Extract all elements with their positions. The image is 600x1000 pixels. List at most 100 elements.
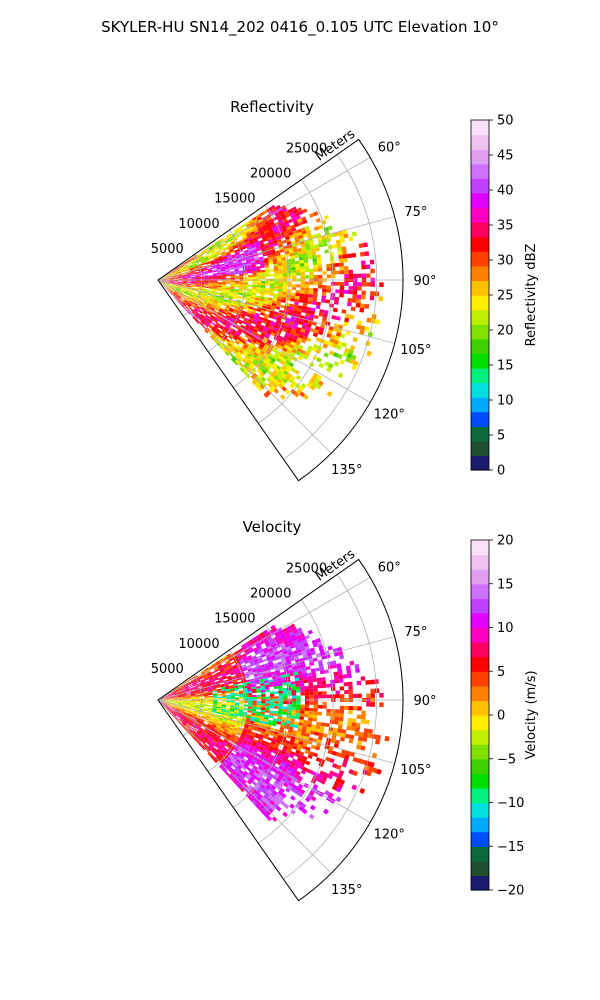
colorbar-tick-label: 30 — [497, 254, 514, 269]
angular-tick-label: 60° — [378, 561, 401, 576]
radial-gridline — [283, 154, 378, 460]
radial-tick-label: 25000 — [286, 562, 327, 577]
angular-gridline — [157, 279, 395, 344]
radial-gridline — [258, 599, 334, 844]
angular-gridline — [157, 577, 371, 701]
colorbar-tick-label: 5 — [497, 665, 505, 680]
angular-tick-label: 105° — [400, 763, 431, 778]
colorbar-swatch — [471, 265, 489, 282]
angular-tick-label: 120° — [374, 408, 405, 423]
colorbar-swatch — [471, 149, 489, 165]
colorbar-tick-label: −20 — [497, 884, 524, 899]
colorbar-tick-label: 40 — [497, 184, 514, 199]
velocity-panel: Velocity 5000 10000 15000 20000 25000 60° 75° 90… — [151, 518, 539, 902]
radial-tick-label: 5000 — [151, 662, 184, 677]
angular-tick-label: 75° — [404, 625, 427, 640]
colorbar-swatch — [471, 236, 489, 252]
radial-tick-label: 15000 — [214, 612, 255, 627]
colorbar-swatch — [471, 875, 489, 891]
colorbar-swatch — [471, 353, 489, 369]
colorbar-tick-label: 45 — [497, 149, 514, 164]
radial-gridline — [233, 204, 290, 388]
colorbar-swatch — [471, 831, 489, 847]
colorbar-swatch — [471, 251, 489, 267]
colorbar-tick-label: 5 — [497, 429, 505, 444]
colorbar-tick-label: −15 — [497, 840, 524, 855]
colorbar-swatch — [471, 656, 489, 672]
angular-tick-label: 135° — [331, 883, 362, 898]
colorbar-swatch — [471, 758, 489, 774]
colorbar-swatch — [471, 163, 489, 179]
radial-tick-label: 10000 — [178, 637, 219, 652]
colorbar-swatch — [471, 802, 489, 818]
radial-tick-label: 25000 — [286, 142, 327, 157]
colorbar-tick-label: 15 — [497, 577, 514, 592]
radial-gridline — [283, 574, 378, 880]
colorbar-tick-label: 0 — [497, 709, 505, 724]
figure-title: SKYLER-HU SN14_202 0416_0.105 UTC Elevat… — [101, 18, 499, 37]
radar-returns — [159, 623, 390, 822]
colorbar-swatch — [471, 715, 489, 731]
angular-gridline — [157, 216, 395, 281]
colorbar-swatch — [471, 569, 489, 585]
colorbar-tick-label: 0 — [497, 464, 505, 479]
colorbar-swatch — [471, 860, 489, 877]
colorbar-tick-label: 35 — [497, 219, 514, 234]
colorbar-swatch — [471, 540, 489, 556]
colorbar-swatch — [471, 671, 489, 687]
colorbar-tick-label: −10 — [497, 796, 524, 811]
colorbar-swatch — [471, 382, 489, 398]
colorbar-swatch — [471, 744, 489, 760]
colorbar-swatch — [471, 685, 489, 702]
colorbar-swatch — [471, 554, 489, 570]
colorbar-tick-label: 25 — [497, 289, 514, 304]
panel-title: Velocity — [243, 518, 302, 536]
colorbar-swatch — [471, 280, 489, 296]
colorbar-label: Reflectivity dBZ — [524, 244, 539, 347]
radial-tick-label: 20000 — [250, 587, 291, 602]
angular-tick-label: 135° — [331, 463, 362, 478]
colorbar-swatch — [471, 773, 489, 789]
colorbar-swatch — [471, 642, 489, 658]
colorbar-swatch — [471, 455, 489, 471]
radial-tick-label: 20000 — [250, 167, 291, 182]
radar-returns — [159, 204, 384, 401]
colorbar-swatch — [471, 440, 489, 457]
colorbar-swatch — [471, 612, 489, 629]
radial-gridline — [207, 649, 246, 773]
polar-frame — [157, 138, 404, 482]
radial-gridline — [233, 624, 290, 808]
colorbar-swatch — [471, 729, 489, 745]
radial-tick-label: 15000 — [214, 192, 255, 207]
radial-gridline — [258, 179, 334, 424]
colorbar-swatch — [471, 846, 489, 862]
colorbar-tick-label: 20 — [497, 534, 514, 549]
colorbar-swatch — [471, 426, 489, 442]
colorbar-swatch — [471, 411, 489, 427]
angular-tick-label: 90° — [413, 274, 436, 289]
colorbar-swatch — [471, 120, 489, 136]
colorbar-tick-label: 20 — [497, 324, 514, 339]
angular-gridline — [157, 279, 332, 454]
colorbar-swatch — [471, 627, 489, 643]
colorbar-swatch — [471, 134, 489, 150]
angular-tick-label: 90° — [413, 694, 436, 709]
colorbar-tick-label: 10 — [497, 621, 514, 636]
colorbar-swatch — [471, 397, 489, 413]
radial-tick-label: 10000 — [178, 217, 219, 232]
colorbar-tick-label: 15 — [497, 359, 514, 374]
panel-title: Reflectivity — [230, 98, 314, 116]
radial-gridline — [207, 229, 246, 353]
colorbar-tick-label: 50 — [497, 114, 514, 129]
colorbar-label: Velocity (m/s) — [524, 670, 539, 759]
colorbar-swatch — [471, 192, 489, 209]
colorbar-swatch — [471, 598, 489, 614]
angular-tick-label: 75° — [404, 205, 427, 220]
colorbar-tick-label: −5 — [497, 752, 516, 767]
colorbar-swatch — [471, 324, 489, 340]
reflectivity-panel: Reflectivity 5000 10000 15000 20000 25000 60° 7… — [151, 98, 539, 482]
angular-tick-label: 120° — [374, 828, 405, 843]
colorbar-swatch — [471, 817, 489, 833]
colorbar-swatch — [471, 309, 489, 325]
